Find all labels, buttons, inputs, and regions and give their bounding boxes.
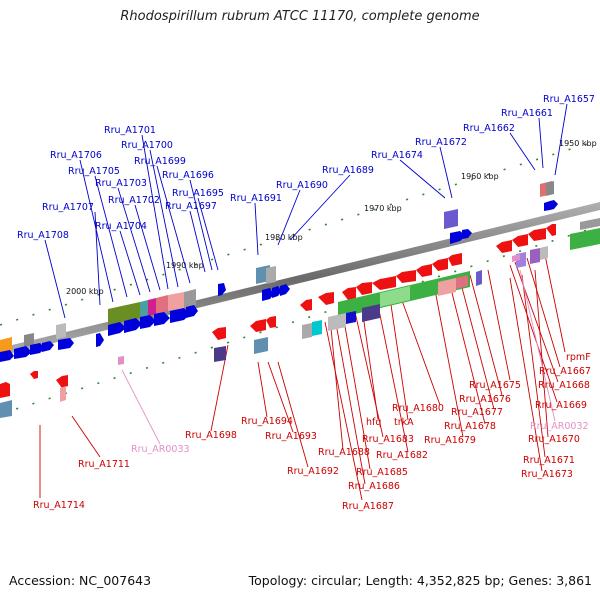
- gene-label: Rru_A1683: [362, 434, 414, 445]
- gene-label: Rru_A1690: [276, 180, 328, 191]
- gene-label: Rru_A1703: [95, 178, 147, 189]
- gene-label: Rru_A1688: [318, 447, 370, 458]
- forward-gene-labels: Rru_A1657 Rru_A1661 Rru_A1662 Rru_A1672 …: [17, 94, 595, 241]
- rna-callout-lines: [121, 269, 556, 445]
- gene-label: Rru_A1691: [230, 193, 282, 204]
- gene-label: Rru_A1701: [104, 125, 156, 136]
- reverse-strand-features: [0, 224, 556, 418]
- tick-label-1960: 1960 kbp: [461, 172, 499, 181]
- gene-label: Rru_A1670: [528, 434, 580, 445]
- gene-label: Rru_A1695: [172, 188, 224, 199]
- gene-label: Rru_A1682: [376, 450, 428, 461]
- gene-label: Rru_A1706: [50, 150, 102, 161]
- gene-label: Rru_A1705: [68, 166, 120, 177]
- gene-label: Rru_A1698: [185, 430, 237, 441]
- gene-label: Rru_A1697: [165, 201, 217, 212]
- tick-label-2000: 2000 kbp: [66, 287, 104, 296]
- gene-label: Rru_A1677: [451, 407, 503, 418]
- genome-summary-text: Topology: circular; Length: 4,352,825 bp…: [248, 573, 592, 588]
- gene-label: Rru_A1686: [348, 481, 400, 492]
- map-title: Rhodospirillum rubrum ATCC 11170, comple…: [120, 9, 480, 24]
- gene-label: Rru_A1679: [424, 435, 476, 446]
- gene-label: Rru_A1711: [78, 459, 130, 470]
- forward-strand-features: [0, 181, 600, 362]
- gene-label: Rru_A1674: [371, 150, 423, 161]
- tick-label-1970: 1970 kbp: [364, 204, 402, 213]
- gene-label: Rru_A1707: [42, 202, 94, 213]
- gene-label: Rru_A1673: [521, 469, 573, 480]
- gene-label: Rru_AR0032: [530, 421, 589, 432]
- reverse-callout-lines: [39, 254, 566, 501]
- gene-label: rpmF: [566, 352, 591, 363]
- gene-label: Rru_A1668: [538, 380, 590, 391]
- gene-label: Rru_AR0033: [131, 444, 190, 455]
- gene-label: Rru_A1676: [459, 394, 511, 405]
- gene-label: Rru_A1669: [535, 400, 587, 411]
- gene-label: Rru_A1702: [108, 195, 160, 206]
- gene-label: Rru_A1704: [95, 221, 147, 232]
- gene-label: Rru_A1689: [322, 165, 374, 176]
- reverse-gene-labels: rpmF Rru_A1667 Rru_A1668 Rru_A1669 Rru_A…: [33, 352, 591, 512]
- gene-label: Rru_A1699: [134, 156, 186, 167]
- gene-label: Rru_A1692: [287, 466, 339, 477]
- gene-label: Rru_A1671: [523, 455, 575, 466]
- gene-label: Rru_A1687: [342, 501, 394, 512]
- gene-label: Rru_A1700: [121, 140, 173, 151]
- tick-label-1980: 1980 kbp: [265, 233, 303, 242]
- gene-label: Rru_A1675: [469, 380, 521, 391]
- gene-label: Rru_A1661: [501, 108, 553, 119]
- gene-label: trkA: [394, 417, 414, 428]
- tick-label-1950: 1950 kbp: [559, 139, 597, 148]
- forward-callout-lines: [44, 103, 568, 319]
- gene-label: Rru_A1693: [265, 431, 317, 442]
- gene-label: Rru_A1680: [392, 403, 444, 414]
- gene-label: Rru_A1696: [162, 170, 214, 181]
- gene-label: Rru_A1672: [415, 137, 467, 148]
- accession-text: Accession: NC_007643: [9, 573, 152, 588]
- gene-label: Rru_A1714: [33, 500, 85, 511]
- gene-label: Rru_A1685: [356, 467, 408, 478]
- gene-label: Rru_A1657: [543, 94, 595, 105]
- gene-label: Rru_A1678: [444, 421, 496, 432]
- gene-label: hfq: [366, 417, 381, 428]
- gene-label: Rru_A1708: [17, 230, 69, 241]
- gene-label: Rru_A1662: [463, 123, 515, 134]
- gene-label: Rru_A1667: [539, 366, 591, 377]
- gene-label: Rru_A1694: [241, 416, 293, 427]
